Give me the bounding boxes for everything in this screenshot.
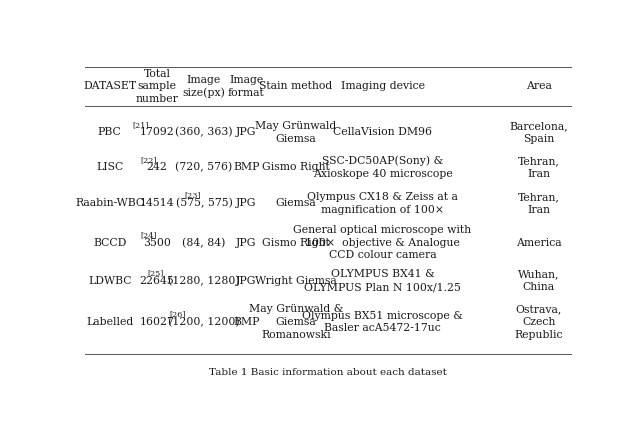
- Text: (360, 363): (360, 363): [175, 127, 233, 138]
- Text: Total
sample
number: Total sample number: [136, 69, 179, 104]
- Text: (1280, 1280): (1280, 1280): [168, 276, 240, 286]
- Text: Olympus CX18 & Zeiss at a
magnification of 100×: Olympus CX18 & Zeiss at a magnification …: [307, 192, 458, 214]
- Text: General optical microscope with
100×  objective & Analogue
CCD colour camera: General optical microscope with 100× obj…: [294, 225, 472, 260]
- Text: May Grünwald &
Giemsa
Romanowski: May Grünwald & Giemsa Romanowski: [248, 304, 343, 340]
- Text: OLYMPUS BX41 &
OLYMPUS Plan N 100x/1.25: OLYMPUS BX41 & OLYMPUS Plan N 100x/1.25: [304, 269, 461, 292]
- Text: PBC: PBC: [98, 127, 122, 137]
- Text: Stain method: Stain method: [259, 81, 332, 91]
- Text: Labelled: Labelled: [86, 317, 133, 327]
- Text: LISC: LISC: [96, 162, 124, 172]
- Text: Image
size(px): Image size(px): [182, 75, 225, 98]
- Text: 3500: 3500: [143, 237, 171, 247]
- Text: Area: Area: [526, 81, 552, 91]
- Text: Image
format: Image format: [228, 75, 264, 98]
- Text: 242: 242: [147, 162, 167, 172]
- Text: Wright Giemsa: Wright Giemsa: [255, 276, 337, 286]
- Text: Table 1 Basic information about each dataset: Table 1 Basic information about each dat…: [209, 368, 447, 378]
- Text: [24]: [24]: [140, 231, 157, 239]
- Text: (84, 84): (84, 84): [182, 237, 226, 248]
- Text: [26]: [26]: [170, 311, 186, 319]
- Text: May Grünwald
Giemsa: May Grünwald Giemsa: [255, 121, 337, 144]
- Text: BMP: BMP: [233, 162, 259, 172]
- Text: Raabin-WBC: Raabin-WBC: [75, 198, 145, 208]
- Text: Tehran,
Iran: Tehran, Iran: [518, 192, 560, 214]
- Text: Gismo Right: Gismo Right: [262, 237, 330, 247]
- Text: (720, 576): (720, 576): [175, 162, 232, 173]
- Text: JPG: JPG: [236, 198, 257, 208]
- Text: BMP: BMP: [233, 317, 259, 327]
- Text: SSC-DC50AP(Sony) &
Axioskope 40 microscope: SSC-DC50AP(Sony) & Axioskope 40 microsco…: [313, 156, 452, 179]
- Text: Ostrava,
Czech
Republic: Ostrava, Czech Republic: [515, 304, 563, 340]
- Text: 16027: 16027: [140, 317, 174, 327]
- Text: JPG: JPG: [236, 276, 257, 286]
- Text: Olympus BX51 microscope &
Basler acA5472-17uc: Olympus BX51 microscope & Basler acA5472…: [302, 311, 463, 333]
- Text: Barcelona,
Spain: Barcelona, Spain: [509, 121, 568, 144]
- Text: [21]: [21]: [133, 121, 149, 129]
- Text: JPG: JPG: [236, 237, 257, 247]
- Text: 14514: 14514: [140, 198, 174, 208]
- Text: BCCD: BCCD: [93, 237, 127, 247]
- Text: 17092: 17092: [140, 127, 174, 137]
- Text: (1200, 1200): (1200, 1200): [168, 317, 240, 327]
- Text: [25]: [25]: [147, 270, 164, 277]
- Text: [22]: [22]: [140, 156, 157, 164]
- Text: 22645: 22645: [140, 276, 174, 286]
- Text: Gismo Right: Gismo Right: [262, 162, 330, 172]
- Text: Imaging device: Imaging device: [340, 81, 424, 91]
- Text: Wuhan,
China: Wuhan, China: [518, 269, 559, 292]
- Text: DATASET: DATASET: [83, 81, 136, 91]
- Text: [23]: [23]: [184, 192, 201, 200]
- Text: Tehran,
Iran: Tehran, Iran: [518, 156, 560, 179]
- Text: LDWBC: LDWBC: [88, 276, 131, 286]
- Text: (575, 575): (575, 575): [175, 198, 232, 208]
- Text: JPG: JPG: [236, 127, 257, 137]
- Text: America: America: [516, 237, 562, 247]
- Text: CellaVision DM96: CellaVision DM96: [333, 127, 432, 137]
- Text: Giemsa: Giemsa: [275, 198, 316, 208]
